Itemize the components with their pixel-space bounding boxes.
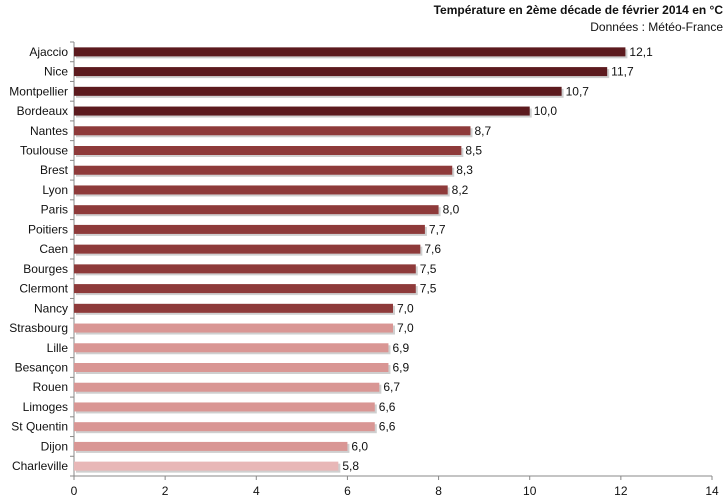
category-label: Strasbourg xyxy=(9,321,68,335)
category-label: Brest xyxy=(40,163,69,177)
bar xyxy=(74,284,416,294)
category-label: Caen xyxy=(39,242,68,256)
data-label: 8,3 xyxy=(456,163,473,177)
bar xyxy=(74,86,562,96)
category-label: Clermont xyxy=(19,282,68,296)
bar xyxy=(74,441,348,451)
data-label: 6,9 xyxy=(392,341,409,355)
category-label: Ajaccio xyxy=(29,45,68,59)
data-label: 12,1 xyxy=(629,45,653,59)
category-label: Besançon xyxy=(15,361,68,375)
category-label: St Quentin xyxy=(11,420,68,434)
data-label: 10,0 xyxy=(534,104,558,118)
category-label: Toulouse xyxy=(20,144,68,158)
data-label: 6,6 xyxy=(379,400,396,414)
x-tick-label: 4 xyxy=(253,484,260,498)
bar xyxy=(74,343,389,353)
bar xyxy=(74,382,380,392)
category-label: Poitiers xyxy=(28,222,68,236)
x-tick-label: 12 xyxy=(614,484,628,498)
data-label: 7,5 xyxy=(420,282,437,296)
category-label: Rouen xyxy=(33,380,68,394)
x-tick-label: 2 xyxy=(162,484,169,498)
data-label: 5,8 xyxy=(342,459,359,473)
category-label: Montpellier xyxy=(9,84,68,98)
data-label: 7,0 xyxy=(397,301,414,315)
category-label: Lille xyxy=(47,341,69,355)
data-label: 7,5 xyxy=(420,262,437,276)
category-label: Nice xyxy=(44,65,68,79)
bar xyxy=(74,264,416,274)
bar xyxy=(74,47,626,57)
bar xyxy=(74,106,530,116)
x-tick-label: 14 xyxy=(705,484,719,498)
bar xyxy=(74,205,439,215)
category-label: Paris xyxy=(41,203,68,217)
bar xyxy=(74,461,339,471)
bar xyxy=(74,224,425,234)
bar xyxy=(74,363,389,372)
x-tick-label: 6 xyxy=(344,484,351,498)
data-label: 11,7 xyxy=(611,65,634,79)
data-label: 10,7 xyxy=(566,84,590,98)
data-label: 6,6 xyxy=(379,420,396,434)
data-label: 6,9 xyxy=(392,361,409,375)
chart-source: Données : Météo-France xyxy=(590,20,723,34)
bar xyxy=(74,323,393,333)
data-label: 7,6 xyxy=(424,242,441,256)
category-label: Lyon xyxy=(42,183,68,197)
data-label: 7,0 xyxy=(397,321,414,335)
bar xyxy=(74,244,421,254)
data-label: 8,7 xyxy=(474,124,491,138)
category-label: Nancy xyxy=(34,301,68,315)
data-label: 8,0 xyxy=(443,203,460,217)
x-tick-label: 10 xyxy=(523,484,537,498)
bar xyxy=(74,67,608,77)
bar xyxy=(74,402,375,412)
data-label: 8,2 xyxy=(452,183,469,197)
chart-title: Température en 2ème décade de février 20… xyxy=(433,3,723,17)
x-tick-label: 0 xyxy=(71,484,78,498)
x-tick-label: 8 xyxy=(435,484,442,498)
data-label: 8,5 xyxy=(465,144,482,158)
data-label: 6,0 xyxy=(351,439,368,453)
data-label: 6,7 xyxy=(383,380,400,394)
category-label: Bourges xyxy=(23,262,68,276)
bar xyxy=(74,126,471,136)
bar xyxy=(74,303,393,313)
bar xyxy=(74,422,375,432)
category-label: Dijon xyxy=(41,439,68,453)
category-label: Charleville xyxy=(12,459,68,473)
category-label: Limoges xyxy=(23,400,68,414)
category-label: Bordeaux xyxy=(17,104,68,118)
category-label: Nantes xyxy=(30,124,68,138)
bar xyxy=(74,165,453,175)
plot-area: Ajaccio 12,1 Nice 11,7 Montpellier 10,7 Bordea… xyxy=(9,41,719,498)
data-label: 7,7 xyxy=(429,222,446,236)
bar xyxy=(74,185,448,195)
bar xyxy=(74,146,462,155)
